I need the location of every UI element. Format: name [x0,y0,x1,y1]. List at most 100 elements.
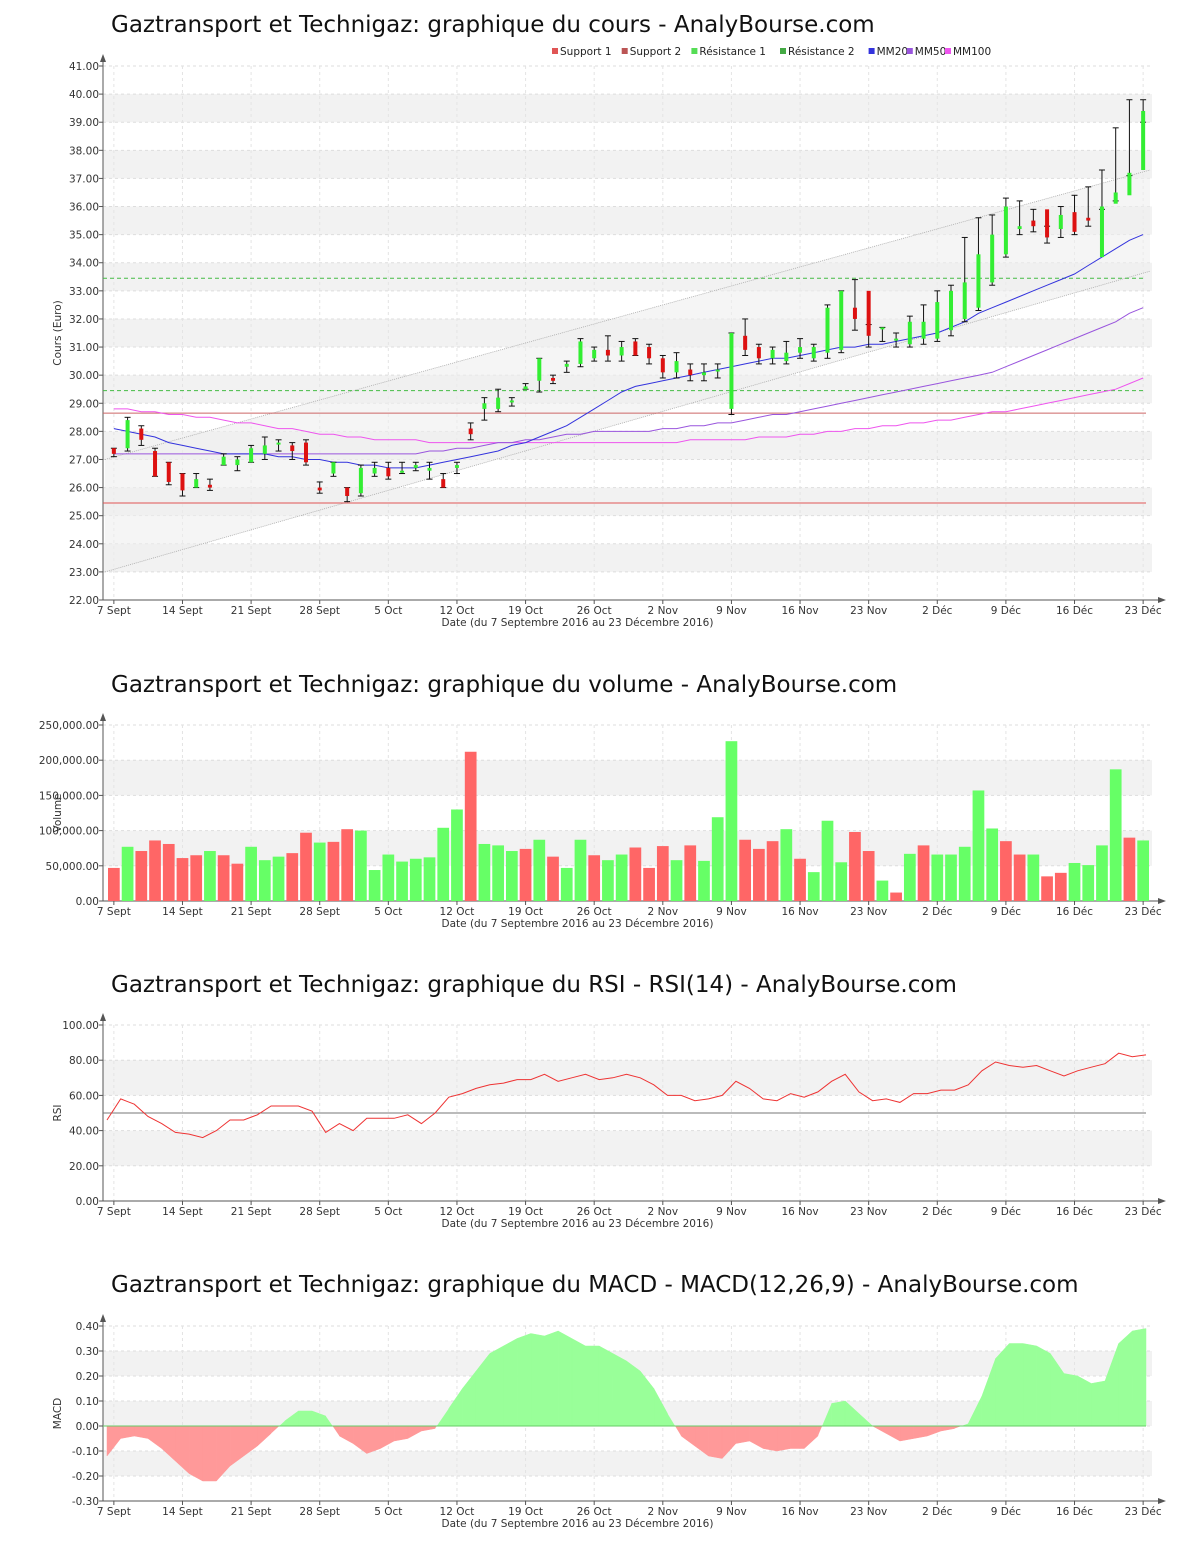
macd-area-segment [822,1403,832,1426]
volume-bar [451,809,463,901]
volume-bar [917,845,930,901]
y-tick-label: 39.00 [69,117,99,129]
macd-area-segment [257,1425,272,1447]
candle-body [798,347,803,353]
legend-swatch [780,48,786,54]
volume-bar [629,847,642,901]
volume-bar [903,853,916,901]
volume-bar [478,843,491,901]
volume-bar [876,880,889,901]
legend-swatch [621,48,628,54]
candle-body [1017,226,1022,230]
macd-area-segment [188,1425,203,1482]
volume-bar [588,855,601,901]
candle-body [207,484,212,488]
candle-body [1003,206,1008,255]
candle-body [1086,217,1091,221]
volume-bar [890,892,902,901]
candle-body [825,307,830,353]
y-tick-label: 100.00 [62,1020,99,1032]
macd-area-segment [790,1425,805,1449]
x-tick-label: 2 Déc [922,1206,953,1218]
trend-channel [105,169,1150,572]
volume-bar [108,867,120,901]
volume-bar [684,845,697,901]
x-tick-label: 16 Nov [781,1506,818,1518]
macd-area-segment [598,1345,614,1427]
candle-body [221,456,226,466]
volume-bar [464,751,477,901]
y-tick-label: 0.40 [76,1321,99,1333]
candle-body [743,335,748,350]
grid-band [103,1130,1152,1166]
volume-bar [327,841,340,901]
macd-chart-title: Gaztransport et Technigaz: graphique du … [111,1272,1079,1298]
x-axis-label: Date (du 7 Septembre 2016 au 23 Décembre… [442,617,714,629]
candle-body [633,341,638,356]
candle-body [153,451,158,477]
x-tick-label: 2 Nov [648,605,679,617]
macd-area-segment [612,1353,627,1427]
macd-area-segment [421,1425,436,1432]
volume-bar [258,860,271,901]
y-tick-label: 22.00 [69,595,99,607]
candle-body [537,358,542,381]
volume-bar [574,839,587,901]
x-axis-label: Date (du 7 Septembre 2016 au 23 Décembre… [442,1518,714,1530]
candle-body [262,445,267,454]
candle-body [413,465,418,468]
candle-body [811,347,816,359]
volume-bar [698,860,710,901]
x-tick-label: 9 Nov [716,906,747,918]
x-tick-label: 16 Déc [1056,1506,1093,1518]
volume-bar [711,817,724,901]
x-tick-label: 23 Déc [1125,1506,1162,1518]
macd-area-segment [735,1425,750,1444]
mm20-line [113,234,1144,469]
volume-bar [217,855,230,901]
volume-chart: 0.00 50,000.00 100,000.00 150,000.00 200,000… [39,713,1166,930]
volume-bar [204,851,216,901]
x-tick-label: 9 Déc [991,1206,1022,1218]
legend-label: Résistance 2 [788,46,855,58]
x-tick-label: 19 Oct [508,605,543,617]
volume-bar [1068,862,1081,901]
candle-body [756,347,761,359]
x-tick-label: 2 Déc [922,605,953,617]
x-tick-label: 21 Sept [231,1206,272,1218]
y-axis-arrow [100,713,106,721]
candle-body [441,479,446,488]
volume-bar [396,861,408,901]
candle-body [482,403,487,409]
channel-lower-line [104,270,1151,573]
volume-bar [862,851,875,901]
macd-area-segment [675,1426,682,1436]
volume-bar [1041,876,1053,901]
volume-bar [766,841,779,901]
rsi-chart-title: Gaztransport et Technigaz: graphique du … [111,972,957,998]
macd-area-segment [667,1413,676,1426]
x-tick-label: 9 Nov [716,1206,747,1218]
x-tick-label: 12 Oct [440,605,475,617]
x-tick-label: 23 Nov [850,605,887,617]
macd-area-segment [571,1338,586,1427]
volume-bar [149,840,161,901]
volume-bar [313,842,326,901]
y-tick-label: 35.00 [69,230,99,242]
macd-area-segment [913,1425,928,1439]
volume-bar [368,870,381,901]
candle-body [729,333,734,409]
candle-body [962,282,967,319]
y-tick-label: 40.00 [69,89,99,101]
legend-swatch [868,48,875,54]
volume-bar [602,860,614,901]
candle-body [317,487,322,491]
volume-bar [1137,840,1149,901]
rsi-chart: 0.00 20.00 40.00 60.00 80.00 100.00 7 Sept 14 S… [52,1013,1166,1230]
x-tick-label: 26 Oct [577,605,612,617]
volume-bar [794,858,806,901]
candle-body [1072,212,1077,232]
macd-area-segment [817,1426,823,1436]
x-tick-label: 23 Nov [850,1506,887,1518]
x-tick-label: 5 Oct [374,1506,402,1518]
